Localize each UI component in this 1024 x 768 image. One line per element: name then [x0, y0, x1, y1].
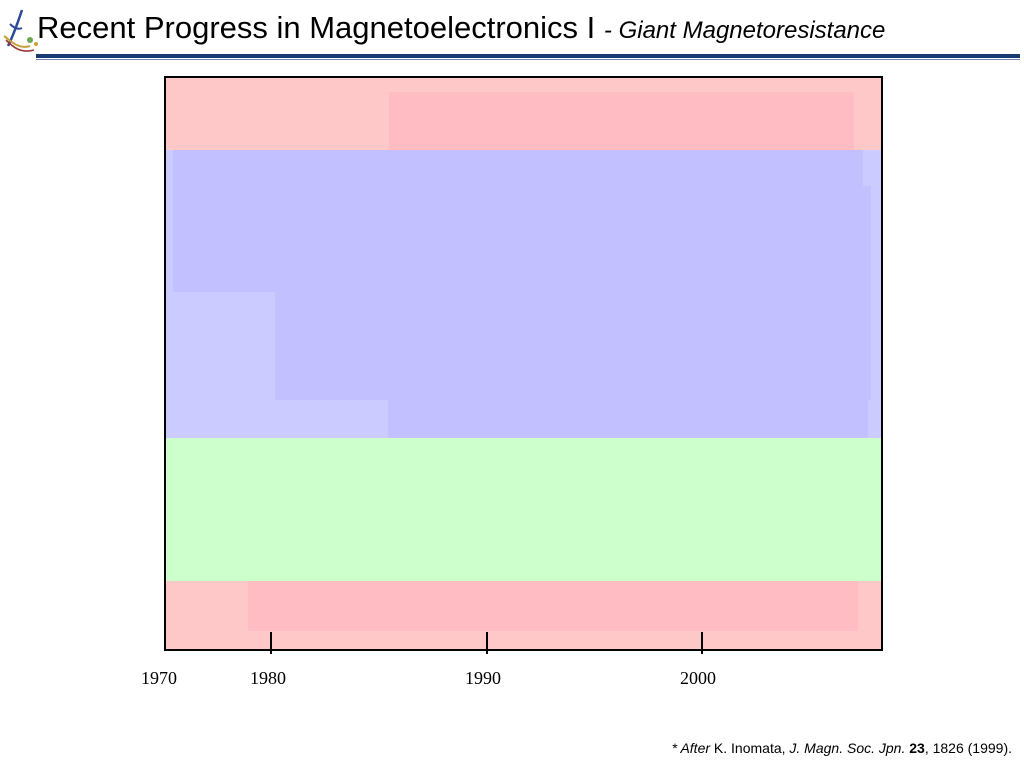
band-blue-bottom: [388, 400, 868, 438]
tick-1980: [270, 632, 272, 654]
timeline-chart: [164, 76, 883, 651]
tick-1990: [486, 632, 488, 654]
citation-prefix: * After: [671, 740, 711, 756]
title-main: Recent Progress in Magnetoelectronics I: [37, 10, 596, 45]
tick-label-1990: 1990: [465, 668, 501, 688]
tick-label-1970: 1970: [141, 668, 177, 688]
title-subtitle: - Giant Magnetoresistance: [603, 17, 886, 44]
citation-volume: 23: [909, 740, 925, 756]
tick-2000: [701, 632, 703, 654]
title-divider: [36, 54, 1020, 58]
university-logo-icon: [3, 9, 38, 52]
band-blue-right: [732, 186, 871, 400]
citation-rest: , 1826 (1999).: [924, 740, 1012, 756]
band-green: [166, 438, 881, 581]
tick-label-2000: 2000: [680, 668, 716, 688]
slide-title: Recent Progress in Magnetoelectronics I …: [37, 8, 885, 51]
band-top-pink-inner: [389, 92, 854, 150]
band-bottom-pink-inner: [248, 581, 858, 631]
citation-author: K. Inomata,: [710, 740, 790, 756]
title-divider-thin: [36, 59, 1020, 60]
tick-label-1980: 1980: [250, 668, 286, 688]
citation: * After K. Inomata, J. Magn. Soc. Jpn. 2…: [672, 740, 1012, 756]
citation-journal: J. Magn. Soc. Jpn.: [789, 740, 906, 756]
